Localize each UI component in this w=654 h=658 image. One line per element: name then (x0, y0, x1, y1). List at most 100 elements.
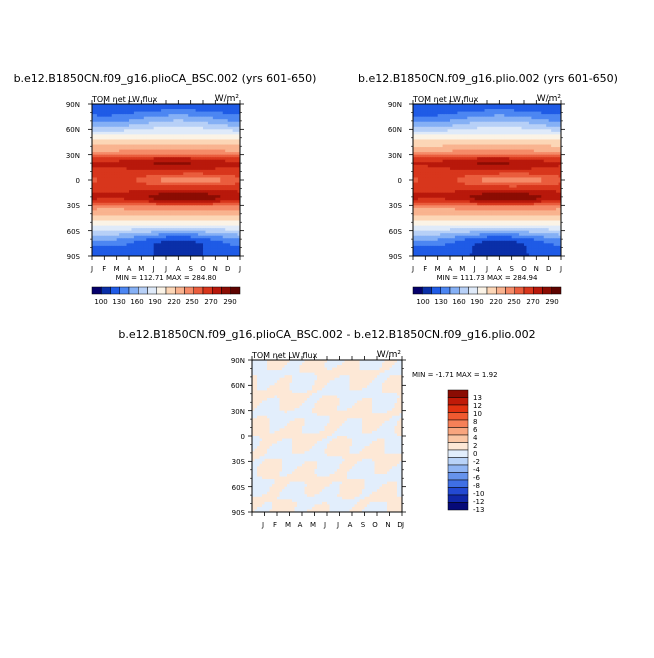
field-cell (151, 147, 154, 150)
field-cell (230, 152, 233, 155)
field-cell (112, 195, 115, 198)
field-cell (104, 208, 107, 211)
field-cell (438, 147, 441, 150)
field-cell (168, 167, 171, 170)
field-cell (487, 124, 490, 127)
field-cell (213, 231, 216, 234)
field-cell (448, 150, 451, 153)
field-cell (228, 210, 231, 213)
field-cell (94, 165, 97, 168)
field-cell (198, 137, 201, 140)
field-cell (230, 241, 233, 244)
field-cell (213, 190, 216, 193)
field-cell (198, 127, 201, 130)
field-cell (544, 119, 547, 122)
field-cell (139, 122, 142, 125)
field-cell (502, 117, 505, 120)
field-cell (139, 117, 142, 120)
field-cell (213, 145, 216, 148)
field-cell (173, 241, 176, 244)
field-cell (235, 200, 238, 203)
field-cell (149, 236, 152, 239)
field-cell (114, 152, 117, 155)
field-cell (156, 170, 159, 173)
field-cell (139, 200, 142, 203)
field-cell (193, 223, 196, 226)
field-cell (220, 193, 223, 196)
field-cell (94, 233, 97, 236)
field-cell (230, 109, 233, 112)
field-cell (198, 218, 201, 221)
field-cell (178, 122, 181, 125)
field-cell (536, 150, 539, 153)
field-cell (139, 155, 142, 158)
field-cell (139, 208, 142, 211)
y-tick-label: 30N (66, 152, 80, 160)
field-cell (480, 122, 483, 125)
field-cell (171, 248, 174, 251)
field-cell (176, 129, 179, 132)
field-cell (213, 241, 216, 244)
field-cell (522, 152, 525, 155)
field-cell (420, 145, 423, 148)
field-cell (556, 112, 559, 115)
field-cell (203, 175, 206, 178)
field-cell (487, 142, 490, 145)
field-cell (112, 188, 115, 191)
field-cell (420, 132, 423, 135)
field-cell (218, 180, 221, 183)
field-cell (203, 117, 206, 120)
field-cell (418, 127, 421, 130)
field-cell (97, 165, 100, 168)
field-cell (99, 233, 102, 236)
field-cell (230, 195, 233, 198)
field-cell (233, 188, 236, 191)
field-cell (228, 160, 231, 163)
field-cell (156, 200, 159, 203)
field-cell (149, 226, 152, 229)
field-cell (551, 109, 554, 112)
field-cell (173, 221, 176, 224)
field-cell (119, 228, 122, 231)
field-cell (203, 170, 206, 173)
field-cell (415, 109, 418, 112)
field-cell (139, 193, 142, 196)
field-cell (136, 167, 139, 170)
field-cell (183, 117, 186, 120)
field-cell (215, 238, 218, 241)
field-cell (122, 165, 125, 168)
field-cell (438, 132, 441, 135)
field-cell (502, 124, 505, 127)
field-cell (127, 221, 130, 224)
field-cell (141, 129, 144, 132)
field-cell (166, 231, 169, 234)
field-cell (141, 175, 144, 178)
field-cell (186, 147, 189, 150)
field-cell (196, 195, 199, 198)
field-cell (220, 155, 223, 158)
field-cell (99, 205, 102, 208)
field-cell (517, 137, 520, 140)
field-cell (196, 177, 199, 180)
field-cell (99, 185, 102, 188)
field-cell (156, 114, 159, 117)
field-cell (99, 213, 102, 216)
field-cell (534, 150, 537, 153)
field-cell (415, 134, 418, 137)
field-cell (218, 162, 221, 165)
field-cell (156, 177, 159, 180)
field-cell (198, 223, 201, 226)
field-cell (156, 221, 159, 224)
field-cell (188, 132, 191, 135)
field-cell (522, 139, 525, 142)
field-cell (450, 109, 453, 112)
field-cell (134, 200, 137, 203)
field-cell (524, 107, 527, 110)
field-cell (136, 145, 139, 148)
field-cell (119, 190, 122, 193)
field-cell (433, 124, 436, 127)
field-cell (173, 155, 176, 158)
field-cell (151, 119, 154, 122)
field-cell (141, 210, 144, 213)
field-cell (546, 122, 549, 125)
